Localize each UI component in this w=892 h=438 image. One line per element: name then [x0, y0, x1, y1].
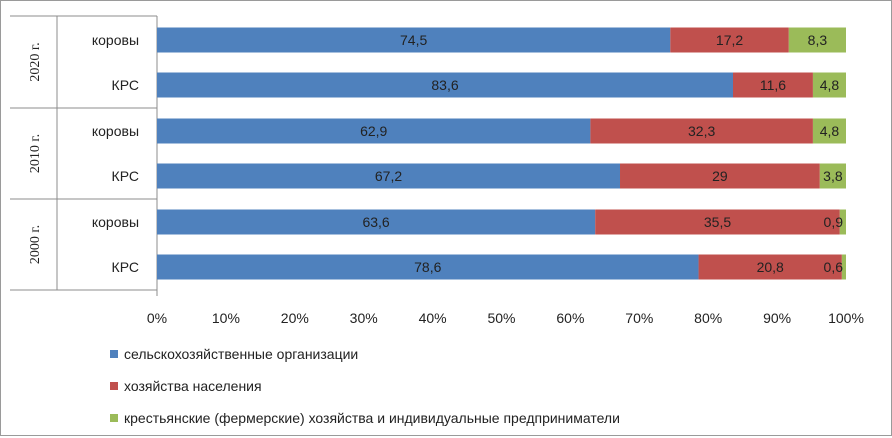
legend-item-agricultural-organizations: сельскохозяйственные организации — [110, 342, 620, 366]
x-tick-label: 100% — [828, 310, 864, 326]
data-label: 67,2 — [375, 168, 402, 184]
legend-swatch — [110, 350, 118, 358]
data-label: 0,6 — [824, 259, 844, 275]
legend-label: сельскохозяйственные организации — [124, 346, 359, 362]
x-tick-label: 40% — [419, 310, 447, 326]
row-label: КРС — [112, 77, 139, 93]
row-label: КРС — [112, 168, 139, 184]
x-tick-label: 30% — [350, 310, 378, 326]
data-label: 29 — [712, 168, 728, 184]
legend-item-households: хозяйства населения — [110, 374, 620, 398]
bar-segment — [595, 209, 840, 235]
legend-label: хозяйства населения — [124, 378, 262, 394]
data-label: 63,6 — [362, 214, 389, 230]
bar-segment — [812, 118, 846, 144]
legend-swatch — [110, 414, 118, 422]
bar-segment — [157, 27, 671, 53]
data-label: 8,3 — [808, 32, 828, 48]
chart-legend: сельскохозяйственные организации хозяйст… — [110, 342, 620, 438]
bar-segment — [788, 27, 846, 53]
bar-segment — [590, 118, 813, 144]
row-label: КРС — [112, 259, 139, 275]
data-label: 20,8 — [757, 259, 784, 275]
bar-segment — [841, 254, 846, 280]
bar-segment — [812, 72, 846, 98]
bar-segment — [819, 163, 846, 189]
group-label: 2020 г. — [28, 42, 43, 81]
data-label: 32,3 — [688, 123, 715, 139]
legend-item-farms: крестьянские (фермерские) хозяйства и ин… — [110, 406, 620, 430]
bar-segment — [839, 209, 846, 235]
x-tick-label: 90% — [763, 310, 791, 326]
row-label: коровы — [92, 214, 139, 230]
x-tick-label: 0% — [147, 310, 167, 326]
bar-segment — [670, 27, 789, 53]
x-tick-label: 80% — [694, 310, 722, 326]
bar-segment — [157, 209, 596, 235]
bar-segment — [698, 254, 842, 280]
legend-swatch — [110, 382, 118, 390]
data-label: 17,2 — [716, 32, 743, 48]
group-label: 2010 г. — [28, 134, 43, 173]
data-label: 35,5 — [704, 214, 731, 230]
data-label: 62,9 — [360, 123, 387, 139]
x-tick-label: 60% — [556, 310, 584, 326]
bar-segment — [157, 163, 621, 189]
data-label: 78,6 — [414, 259, 441, 275]
bar-segment — [620, 163, 820, 189]
x-tick-label: 70% — [625, 310, 653, 326]
data-label: 11,6 — [760, 77, 786, 93]
x-tick-label: 50% — [487, 310, 515, 326]
group-label: 2000 г. — [28, 225, 43, 264]
data-label: 4,8 — [820, 77, 840, 93]
bar-segment — [157, 254, 699, 280]
data-label: 74,5 — [400, 32, 427, 48]
x-tick-label: 20% — [281, 310, 309, 326]
data-label: 3,8 — [823, 168, 843, 184]
row-label: коровы — [92, 123, 139, 139]
bar-segment — [733, 72, 813, 98]
legend-label: крестьянские (фермерские) хозяйства и ин… — [124, 410, 620, 426]
data-label: 83,6 — [431, 77, 458, 93]
data-label: 4,8 — [820, 123, 840, 139]
data-label: 0,9 — [824, 214, 844, 230]
row-label: коровы — [92, 32, 139, 48]
bar-segment — [157, 72, 734, 98]
bar-segment — [157, 118, 591, 144]
x-tick-label: 10% — [212, 310, 240, 326]
